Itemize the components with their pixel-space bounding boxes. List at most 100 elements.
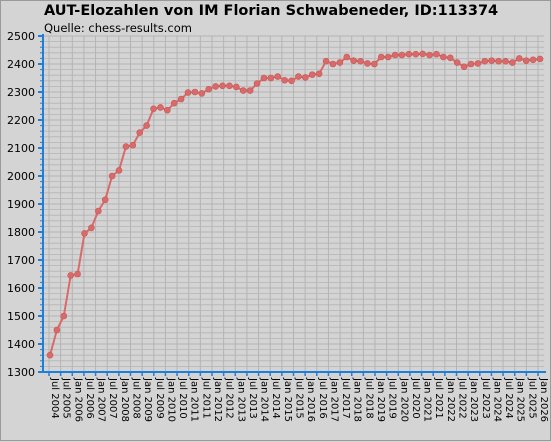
series-elo — [46, 50, 544, 359]
x-tick-label: Jul 2004 — [49, 377, 60, 419]
x-tick-label: Jul 2009 — [154, 377, 165, 419]
data-point — [74, 270, 81, 278]
x-tick-label: Jul 2011 — [200, 377, 211, 419]
x-tick-label: Jan 2023 — [468, 377, 479, 422]
x-tick-label: Jul 2023 — [480, 377, 491, 419]
data-point — [495, 57, 502, 65]
data-point — [108, 172, 116, 180]
x-tick-label: Jul 2019 — [387, 377, 398, 419]
data-point — [336, 59, 344, 66]
x-tick-label: Jul 2007 — [107, 377, 118, 419]
x-tick-label: Jul 2022 — [457, 377, 468, 419]
data-point — [398, 51, 406, 59]
data-point — [267, 74, 275, 82]
data-point — [315, 70, 323, 78]
data-point — [122, 143, 130, 150]
data-point — [198, 90, 206, 97]
y-tick-label: 1300 — [7, 366, 35, 379]
y-tick-label: 1800 — [7, 226, 35, 239]
data-point — [433, 50, 440, 58]
x-tick-label: Jan 2016 — [305, 377, 316, 422]
data-point — [136, 129, 144, 136]
data-point — [453, 59, 461, 66]
data-point — [274, 73, 282, 80]
data-point — [233, 83, 240, 91]
data-point — [515, 55, 523, 62]
data-point — [205, 85, 213, 93]
x-tick-label: Jan 2007 — [96, 377, 107, 422]
y-tick-label: 2000 — [7, 170, 35, 183]
x-tick-label: Jan 2008 — [119, 377, 130, 422]
data-point — [88, 224, 95, 232]
data-point — [177, 95, 185, 103]
x-tick-label: Jan 2014 — [259, 377, 270, 422]
data-point — [412, 50, 420, 58]
data-point — [219, 82, 226, 90]
data-point — [474, 60, 482, 67]
data-point — [164, 106, 171, 114]
x-tick-label: Jul 2013 — [247, 377, 258, 419]
data-point — [440, 53, 447, 61]
data-point — [460, 63, 468, 71]
x-tick-label: Jan 2018 — [352, 377, 363, 422]
y-tick-label: 1600 — [7, 282, 35, 295]
x-tick-label: Jul 2025 — [526, 377, 537, 419]
data-point — [377, 53, 385, 61]
y-tick-label: 1400 — [7, 338, 35, 351]
y-tick-label: 1900 — [7, 198, 35, 211]
data-point — [529, 56, 537, 64]
x-tick-label: Jul 2024 — [503, 377, 514, 419]
data-point — [288, 77, 295, 85]
data-point — [364, 60, 371, 67]
x-tick-label: Jul 2012 — [224, 377, 235, 419]
x-tick-label: Jul 2016 — [317, 377, 328, 419]
y-tick-label: 2200 — [7, 114, 35, 127]
x-tick-label: Jan 2009 — [142, 377, 153, 422]
data-point — [226, 82, 233, 90]
chart-title: AUT-Elozahlen von IM Florian Schwabenede… — [44, 3, 499, 19]
x-tick-label: Jul 2021 — [433, 377, 444, 419]
x-tick-label: Jul 2014 — [270, 377, 281, 419]
data-point — [522, 57, 530, 64]
data-point — [184, 89, 192, 96]
x-tick-label: Jan 2015 — [282, 377, 293, 422]
data-point — [308, 71, 316, 78]
data-point — [481, 57, 489, 65]
data-point — [46, 351, 54, 359]
y-tick-label: 2500 — [7, 30, 35, 43]
data-point — [322, 57, 330, 65]
x-tick-label: Jan 2017 — [328, 377, 339, 422]
x-tick-label: Jan 2019 — [375, 377, 386, 422]
x-tick-label: Jan 2010 — [165, 377, 176, 422]
x-tick-label: Jan 2022 — [445, 377, 456, 422]
data-point — [446, 54, 454, 62]
data-point — [357, 57, 364, 65]
data-point — [405, 50, 413, 58]
y-tick-label: 2300 — [7, 86, 35, 99]
data-point — [509, 59, 516, 66]
data-point — [81, 230, 88, 237]
x-tick-label: Jan 2006 — [72, 377, 83, 422]
data-point — [419, 50, 426, 58]
data-point — [391, 51, 399, 59]
data-point — [150, 105, 157, 113]
x-tick-labels: Jul 2004 Jul 2005 Jan 2006 Jul 2006 Jan 2007… — [49, 377, 549, 422]
data-point — [302, 74, 309, 81]
y-tick-label: 1700 — [7, 254, 35, 267]
x-tick-label: Jul 2015 — [294, 377, 305, 419]
x-tick-label: Jul 2008 — [131, 377, 142, 419]
x-tick-label: Jan 2025 — [515, 377, 526, 422]
x-tick-label: Jul 2006 — [84, 377, 95, 419]
data-point — [253, 80, 261, 87]
data-point — [426, 51, 433, 59]
data-point — [246, 87, 254, 94]
data-point — [170, 99, 178, 107]
x-tick-label: Jul 2018 — [363, 377, 374, 419]
data-point — [212, 83, 219, 90]
data-point — [157, 104, 164, 111]
data-point — [115, 167, 123, 174]
x-tick-label: Jan 2011 — [189, 377, 200, 422]
x-tick-label: Jan 2026 — [538, 377, 549, 422]
data-point — [281, 76, 288, 84]
